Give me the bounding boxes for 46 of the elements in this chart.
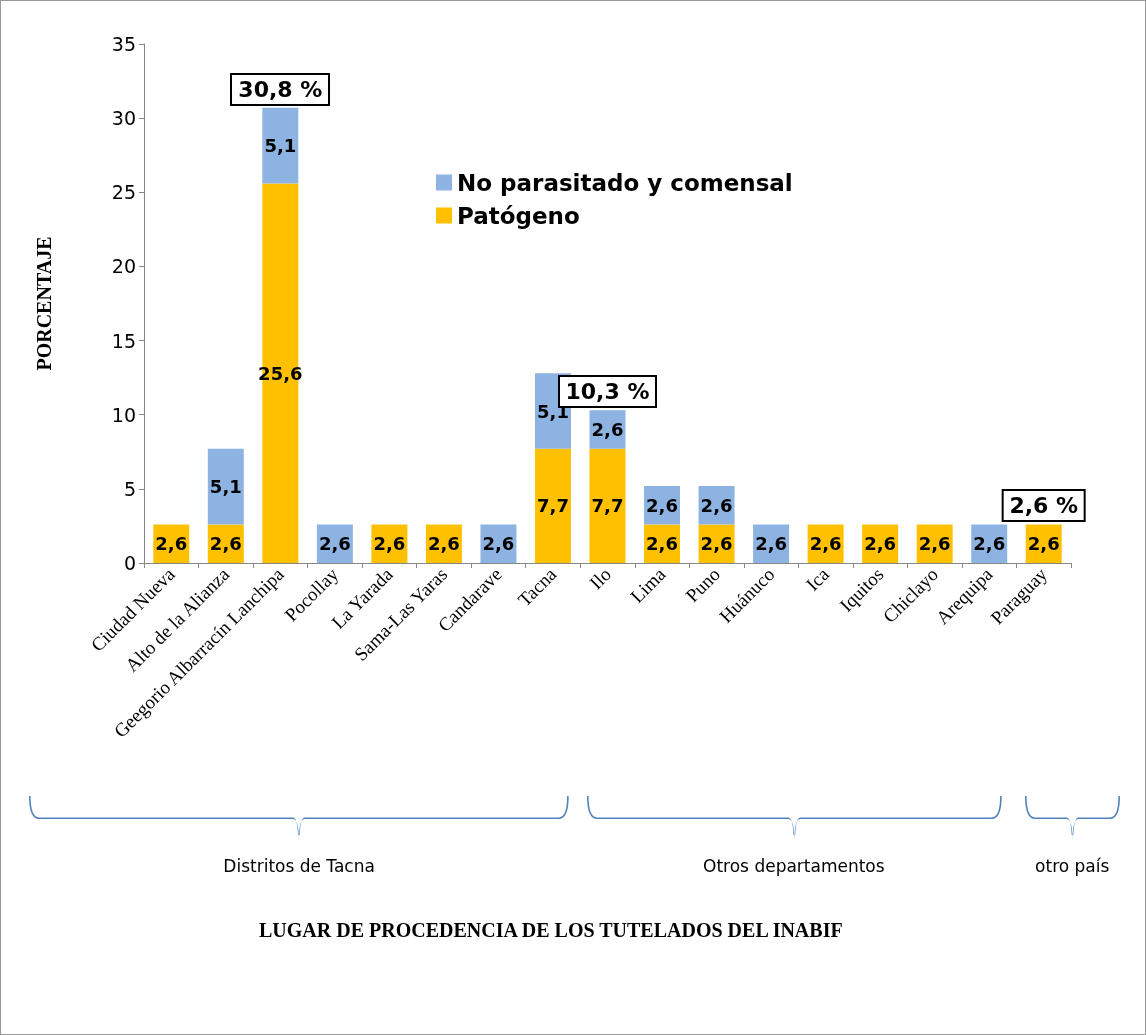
bar — [534, 448, 571, 563]
text: Distritos de Tacna — [223, 856, 375, 876]
data-label: 7,7 — [591, 495, 624, 517]
data-label: 2,6 — [318, 533, 351, 555]
data-label: 5,1 — [264, 135, 297, 157]
y-tick-label: 0 — [123, 552, 136, 574]
data-label: 2,6 — [973, 533, 1006, 555]
x-tick-label: Puno — [681, 563, 724, 607]
legend-label: Patógeno — [457, 202, 580, 229]
bar — [262, 107, 299, 184]
data-label: 2,6 — [755, 533, 788, 555]
data-label: 2,6 — [482, 533, 515, 555]
y-tick-label: 5 — [123, 477, 136, 500]
data-label: 7,7 — [537, 495, 569, 517]
data-label: 5,1 — [209, 476, 242, 498]
data-label: 2,6 — [700, 494, 733, 516]
bar — [589, 448, 626, 563]
legend-label: No parasitado y comensal — [457, 169, 793, 196]
data-label: 2,6 — [646, 533, 678, 555]
data-label: 2,6 — [1027, 533, 1060, 555]
data-label: 2,6 — [864, 533, 897, 555]
y-tick-label: 20 — [111, 255, 136, 278]
data-label: 2,6 — [155, 533, 188, 555]
text: otro país — [1035, 856, 1110, 876]
x-tick-label: Ilo — [585, 563, 615, 594]
data-label: 2,6 — [809, 533, 842, 555]
y-tick-label: 10 — [111, 403, 136, 426]
text: LUGAR DE PROCEDENCIA DE LOS TUTELADOS DEL INABIF — [259, 919, 843, 942]
data-label: 2,6 — [591, 419, 624, 441]
data-label: 2,6 — [700, 533, 733, 555]
text: Otros departamentos — [703, 856, 885, 876]
data-label: 2,6 — [373, 533, 406, 555]
data-label: 2,6 — [427, 533, 460, 555]
y-tick-label: 25 — [111, 181, 136, 204]
data-label: 2,6 — [646, 494, 678, 516]
data-label: 2,6 — [918, 533, 951, 555]
y-tick-label: 35 — [111, 33, 136, 55]
y-tick-label: 30 — [111, 107, 136, 130]
total-label: 30,8 % — [230, 72, 331, 106]
x-tick-label: Ica — [801, 563, 834, 595]
total-label: 2,6 % — [1001, 489, 1087, 523]
total-label: 10,3 % — [557, 375, 658, 409]
y-tick-label: 15 — [111, 329, 136, 352]
bar — [207, 448, 244, 525]
y-axis-title: PORCENTAJE — [33, 236, 55, 371]
data-label: 2,6 — [209, 533, 242, 555]
